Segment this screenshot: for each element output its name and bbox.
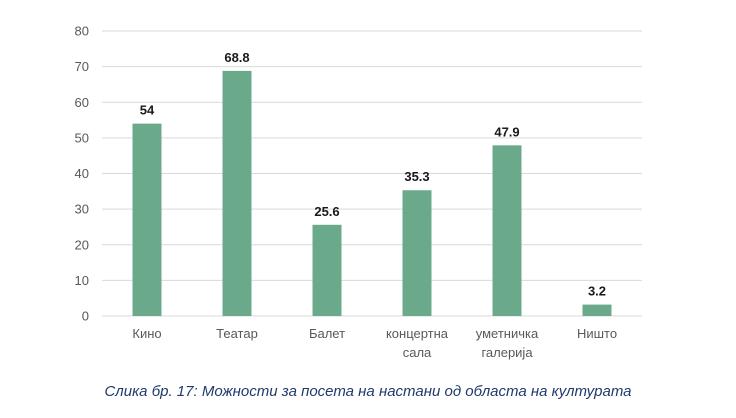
y-tick-label: 40 <box>75 166 89 181</box>
bar <box>222 70 252 317</box>
data-label: 47.9 <box>494 124 519 139</box>
data-label: 35.3 <box>404 169 429 184</box>
bar <box>492 145 522 316</box>
y-tick-label: 50 <box>75 130 89 145</box>
bar <box>132 123 162 316</box>
y-axis-ticks: 0 10 20 30 40 50 60 70 80 <box>75 24 89 324</box>
y-tick-label: 60 <box>75 95 89 110</box>
x-tick-label: Балет <box>309 326 345 341</box>
y-tick-label: 0 <box>82 309 89 324</box>
x-tick-label: Кино <box>132 326 161 341</box>
data-label: 25.6 <box>314 204 339 219</box>
y-tick-label: 30 <box>75 202 89 217</box>
x-tick-label: Театар <box>216 326 258 341</box>
x-tick-label: сала <box>403 345 432 360</box>
data-labels: 54 68.8 25.6 35.3 47.9 3.2 <box>140 50 606 299</box>
y-tick-label: 80 <box>75 24 89 39</box>
bar <box>582 304 612 316</box>
x-tick-label: Ништо <box>577 326 617 341</box>
gridlines <box>102 30 642 317</box>
y-tick-label: 10 <box>75 273 89 288</box>
bar <box>402 190 432 316</box>
x-axis-ticks: Кино Театар Балет концертна сала уметничка гал… <box>132 326 617 360</box>
data-label: 3.2 <box>588 284 606 299</box>
figure-caption: Слика бр. 17: Можности за посета на наст… <box>104 383 632 400</box>
y-tick-label: 20 <box>75 237 89 252</box>
x-tick-label: концертна <box>386 326 449 341</box>
x-tick-label: галерија <box>481 345 533 360</box>
y-tick-label: 70 <box>75 59 89 74</box>
x-tick-label: уметничка <box>476 326 539 341</box>
data-label: 68.8 <box>224 50 249 65</box>
bar <box>312 224 342 316</box>
data-label: 54 <box>140 103 155 118</box>
bars <box>132 70 612 317</box>
